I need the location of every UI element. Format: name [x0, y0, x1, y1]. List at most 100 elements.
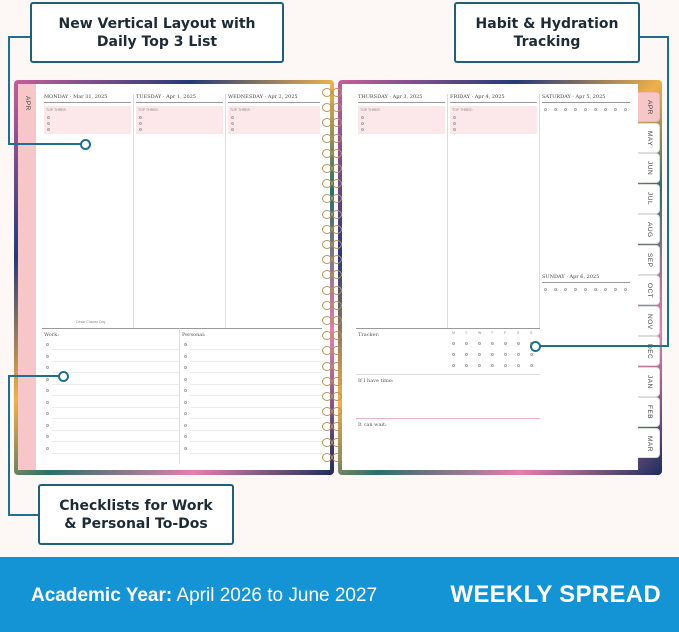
checkbox-circle[interactable]	[361, 128, 364, 131]
checklist-circle[interactable]	[184, 412, 187, 415]
tracker-circle[interactable]	[530, 364, 533, 367]
spiral-loop	[322, 179, 332, 189]
month-tab-feb[interactable]: FEB	[638, 397, 660, 427]
month-tab-mar[interactable]: MAR	[638, 427, 660, 458]
hydration-circle[interactable]	[604, 108, 607, 111]
tracker-weekday: F	[504, 331, 507, 335]
checklist-line	[190, 372, 322, 373]
checkbox-circle[interactable]	[361, 122, 364, 125]
tracker-circle[interactable]	[491, 342, 494, 345]
month-tab-jul[interactable]: JUL	[638, 183, 660, 214]
checklist-circle[interactable]	[46, 446, 49, 450]
tracker-circle[interactable]	[452, 364, 455, 367]
checklist-circle[interactable]	[184, 435, 187, 438]
checkbox-circle[interactable]	[231, 128, 234, 131]
day-rule	[136, 102, 223, 103]
checklist-circle[interactable]	[184, 343, 187, 346]
checklist-circle[interactable]	[184, 423, 187, 427]
checklist-circle[interactable]	[46, 412, 49, 415]
checklist-circle[interactable]	[184, 389, 187, 392]
month-tab-oct[interactable]: OCT	[638, 275, 660, 305]
checklist-circle[interactable]	[46, 354, 49, 358]
spiral-loop	[322, 285, 332, 295]
day-header: THURSDAY · Apr 3, 2025	[358, 94, 423, 100]
tracker-circle[interactable]	[504, 353, 507, 356]
hydration-circle[interactable]	[624, 288, 627, 291]
checklist-circle[interactable]	[46, 400, 49, 404]
left-tab-apr[interactable]: APR	[18, 90, 36, 120]
checkbox-circle[interactable]	[231, 122, 234, 125]
tracker-circle[interactable]	[491, 353, 494, 356]
tracker-circle[interactable]	[452, 353, 455, 356]
tracker-circle[interactable]	[478, 353, 481, 356]
tracker-circle[interactable]	[517, 364, 520, 367]
tracker-circle[interactable]	[491, 364, 494, 367]
hydration-circle[interactable]	[584, 108, 587, 111]
tracker-circle[interactable]	[465, 342, 468, 345]
checkbox-circle[interactable]	[139, 128, 142, 131]
tracker-circle[interactable]	[517, 353, 520, 356]
month-tab-apr[interactable]: APR	[638, 92, 660, 122]
tracker-circle[interactable]	[452, 342, 455, 345]
hydration-circle[interactable]	[574, 108, 577, 111]
checkbox-circle[interactable]	[453, 116, 456, 119]
month-tab-jan[interactable]: JAN	[638, 366, 660, 397]
checklist-circle[interactable]	[46, 343, 49, 346]
checklist-circle[interactable]	[184, 377, 187, 381]
day-header: TUESDAY · Apr 1, 2025	[136, 94, 196, 100]
spiral-loop	[322, 346, 332, 356]
checklist-circle[interactable]	[184, 400, 187, 404]
checkbox-circle[interactable]	[231, 116, 234, 119]
checkbox-circle[interactable]	[139, 116, 142, 119]
hydration-circle[interactable]	[564, 108, 567, 111]
month-tab-sep[interactable]: SEP	[638, 244, 660, 275]
top-three-label: TOP THREE:	[46, 108, 67, 112]
spiral-loop	[322, 422, 332, 432]
hydration-circle[interactable]	[584, 288, 587, 291]
month-tab-dec[interactable]: DEC	[638, 336, 660, 366]
tracker-circle[interactable]	[504, 342, 507, 345]
month-tab-jun[interactable]: JUN	[638, 153, 660, 183]
checkbox-circle[interactable]	[453, 128, 456, 131]
checkbox-circle[interactable]	[47, 116, 50, 119]
tracker-circle[interactable]	[478, 342, 481, 345]
hydration-circle[interactable]	[614, 288, 617, 291]
hydration-circle[interactable]	[554, 108, 557, 111]
hydration-circle[interactable]	[624, 108, 627, 111]
hydration-circle[interactable]	[604, 288, 607, 291]
tracker-circle[interactable]	[465, 353, 468, 356]
month-tab-aug[interactable]: AUG	[638, 214, 660, 244]
tracker-circle[interactable]	[465, 364, 468, 367]
tracker-circle[interactable]	[478, 364, 481, 367]
hydration-circle[interactable]	[544, 288, 547, 291]
checkbox-circle[interactable]	[139, 122, 142, 125]
checkbox-circle[interactable]	[47, 128, 50, 131]
top-three-box: TOP THREE:	[358, 106, 445, 134]
checkbox-circle[interactable]	[47, 122, 50, 125]
checklist-circle[interactable]	[46, 435, 49, 438]
checklist-circle[interactable]	[46, 423, 49, 427]
checkbox-circle[interactable]	[453, 122, 456, 125]
hydration-circle[interactable]	[564, 288, 567, 291]
checklist-circle[interactable]	[46, 377, 49, 381]
checklist-circle[interactable]	[184, 354, 187, 358]
hydration-circle[interactable]	[614, 108, 617, 111]
hydration-circle[interactable]	[544, 108, 547, 111]
tracker-circle[interactable]	[504, 364, 507, 367]
hydration-circle[interactable]	[554, 288, 557, 291]
left-tab-strip	[18, 84, 36, 470]
month-tab-may[interactable]: MAY	[638, 122, 660, 153]
hydration-circle[interactable]	[594, 108, 597, 111]
checklist-circle[interactable]	[46, 366, 49, 369]
tracker-circle[interactable]	[530, 353, 533, 356]
checklist-circle[interactable]	[184, 366, 187, 369]
month-tab-nov[interactable]: NOV	[638, 305, 660, 336]
checklist-circle[interactable]	[46, 389, 49, 392]
checkbox-circle[interactable]	[361, 116, 364, 119]
hydration-circle[interactable]	[594, 288, 597, 291]
checklist-circle[interactable]	[184, 446, 187, 450]
tracker-circle[interactable]	[517, 342, 520, 345]
hydration-circle[interactable]	[574, 288, 577, 291]
spiral-loop	[332, 240, 342, 249]
month-tab-label: NOV	[646, 313, 653, 330]
